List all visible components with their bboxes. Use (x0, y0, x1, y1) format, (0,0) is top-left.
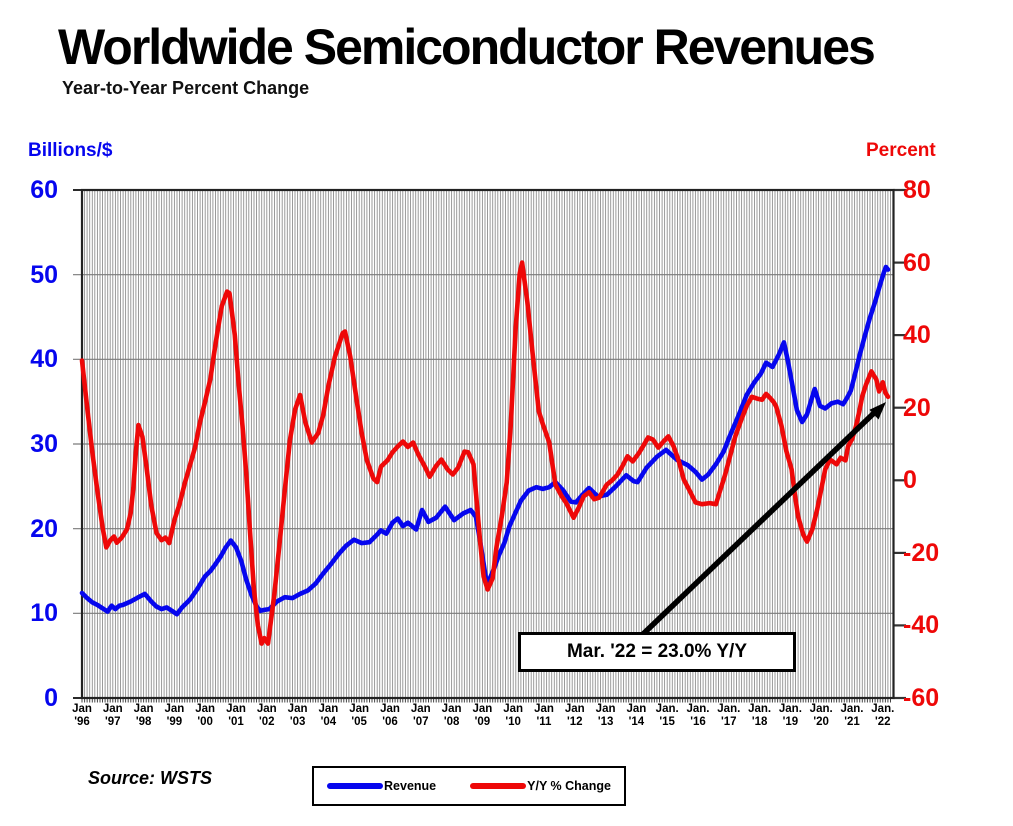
x-axis-tick-label: Jan '11 (534, 703, 554, 728)
y-axis-right-tick-label: 40 (903, 321, 931, 350)
y-axis-right-tick-label: 20 (903, 393, 931, 422)
annotation-text: Mar. '22 = 23.0% Y/Y (566, 641, 748, 662)
x-axis-tick-label: Jan '96 (72, 703, 92, 728)
x-axis-tick-label: Jan '14 (626, 703, 647, 728)
source-label: Source: WSTS (88, 768, 213, 788)
legend-item-yy-change: Y/Y % Change (470, 779, 611, 793)
y-axis-right-tick-label: -60 (903, 684, 940, 712)
y-axis-left-tick-label: 10 (30, 599, 58, 628)
x-axis-tick-label: Jan. '20 (809, 703, 833, 728)
x-axis-tick-label: Jan. '18 (748, 703, 772, 728)
x-axis-tick-label: Jan '98 (133, 703, 154, 728)
x-axis-tick-label: Jan. '15 (655, 703, 679, 728)
annotation-arrow (616, 411, 876, 660)
left-axis-title: Billions/$ (28, 140, 113, 161)
y-axis-left-tick-label: 20 (30, 514, 58, 543)
legend-swatch-revenue (327, 782, 384, 790)
x-axis-tick-label: Jan '07 (410, 703, 431, 728)
y-axis-right-tick-label: 80 (903, 176, 931, 204)
y-axis-right-tick-label: -40 (903, 611, 940, 640)
y-axis-left-tick-label: 60 (30, 176, 58, 204)
page-title: Worldwide Semiconductor Revenues (58, 19, 876, 75)
x-axis-tick-label: Jan '08 (441, 703, 462, 728)
x-axis-tick-label: Jan. '19 (778, 703, 802, 728)
x-axis-tick-label: Jan '04 (318, 703, 339, 728)
y-axis-right-tick-label: -20 (903, 538, 940, 567)
x-axis-tick-label: Jan '05 (349, 703, 370, 728)
legend-label-yy-change: Y/Y % Change (527, 779, 611, 793)
y-axis-left-tick-label: 40 (30, 345, 58, 374)
page-subtitle: Year-to-Year Percent Change (62, 78, 310, 98)
x-axis-tick-label: Jan '09 (472, 703, 493, 728)
x-axis-tick-label: Jan. '16 (686, 703, 710, 728)
x-axis-tick-label: Jan '97 (102, 703, 123, 728)
legend-item-revenue: Revenue (327, 779, 436, 793)
x-axis-tick-label: Jan '10 (503, 703, 524, 728)
x-axis-tick-label: Jan. '17 (717, 703, 741, 728)
legend-label-revenue: Revenue (384, 779, 437, 793)
x-axis-tick-label: Jan '12 (564, 703, 585, 728)
right-axis-title: Percent (866, 140, 936, 161)
x-axis-tick-label: Jan '03 (287, 703, 308, 728)
x-axis-tick-label: Jan '02 (256, 703, 277, 728)
x-axis-tick-label: Jan '00 (195, 703, 216, 728)
x-axis-tick-label: Jan '99 (164, 703, 185, 728)
annotation-box: Mar. '22 = 23.0% Y/Y (518, 632, 796, 672)
annotation-arrowhead (869, 402, 886, 420)
x-axis-tick-label: Jan '06 (380, 703, 400, 728)
y-axis-left-tick-label: 50 (30, 260, 58, 289)
y-axis-left-tick-label: 30 (30, 430, 58, 458)
y-axis-right-tick-label: 0 (903, 466, 917, 495)
y-axis-left-tick-label: 0 (44, 684, 58, 712)
x-axis-tick-label: Jan '13 (595, 703, 616, 728)
x-axis-tick-label: Jan. '21 (840, 703, 864, 728)
x-axis-tick-label: Jan '01 (226, 703, 246, 728)
x-axis-tick-label: Jan. '22 (871, 703, 895, 728)
y-axis-right-tick-label: 60 (903, 248, 931, 277)
series-yy-change (79, 260, 891, 646)
legend: Revenue Y/Y % Change (312, 766, 626, 806)
legend-swatch-yy-change (470, 782, 527, 790)
